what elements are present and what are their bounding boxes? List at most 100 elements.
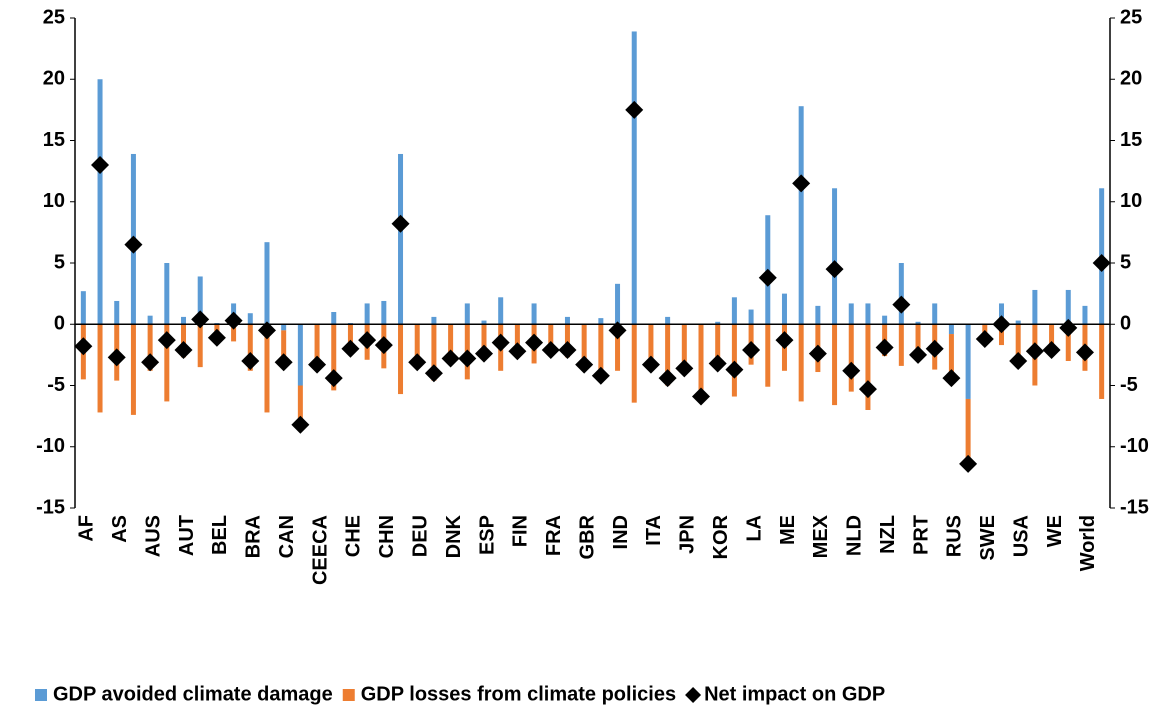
x-tick-label: IND — [610, 515, 632, 549]
x-tick-label: MEX — [810, 514, 832, 558]
y-tick-label: 0 — [54, 313, 65, 335]
net-marker — [858, 380, 877, 399]
bar — [114, 300, 120, 325]
x-tick-label: World — [1077, 515, 1099, 571]
x-tick-label: AUS — [142, 515, 164, 557]
bar — [364, 303, 370, 325]
net-marker — [1009, 352, 1028, 370]
net-marker — [491, 333, 510, 352]
net-marker — [758, 268, 777, 287]
net-marker — [207, 328, 226, 347]
net-marker — [608, 321, 627, 340]
bar — [915, 321, 921, 325]
net-marker — [458, 349, 477, 368]
bar — [748, 309, 754, 325]
y-tick-label: -10 — [36, 435, 65, 457]
y2-tick-label: -5 — [1120, 374, 1138, 396]
x-tick-label: AUT — [176, 515, 198, 556]
net-marker — [1059, 318, 1078, 337]
bar — [1082, 305, 1088, 325]
x-tick-label: DEU — [409, 515, 431, 557]
bar — [281, 324, 287, 331]
net-marker — [1075, 343, 1094, 362]
bar — [998, 303, 1004, 325]
bar — [965, 324, 971, 399]
net-marker — [1042, 340, 1061, 359]
net-marker — [324, 369, 343, 388]
net-marker — [658, 369, 677, 388]
legend-label: GDP losses from climate policies — [361, 683, 676, 705]
y-tick-label: 5 — [54, 251, 65, 273]
net-marker — [725, 360, 744, 379]
net-marker — [74, 337, 93, 356]
x-tick-label: BEL — [209, 515, 231, 555]
bar — [965, 398, 971, 464]
legend-label: Net impact on GDP — [704, 683, 885, 705]
net-marker — [224, 311, 243, 330]
bar — [898, 263, 904, 325]
bar — [1065, 324, 1071, 361]
y-tick-label: 20 — [43, 68, 65, 90]
x-tick-label: GBR — [576, 514, 598, 559]
bar — [398, 153, 404, 325]
x-tick-label: ME — [777, 515, 799, 545]
x-tick-label: PRT — [910, 515, 932, 555]
x-tick-label: AS — [109, 515, 131, 543]
net-marker — [692, 387, 711, 406]
bar — [564, 324, 570, 358]
bar — [297, 385, 303, 425]
net-marker — [274, 353, 293, 372]
x-tick-label: LA — [743, 515, 765, 542]
net-marker — [191, 310, 210, 329]
net-marker — [1025, 342, 1044, 361]
bar — [731, 324, 737, 397]
legend-swatch — [35, 689, 47, 701]
bar — [815, 305, 821, 325]
net-marker — [508, 342, 527, 361]
bar — [331, 324, 337, 391]
legend-label: GDP avoided climate damage — [53, 683, 333, 705]
net-marker — [925, 339, 944, 358]
y2-tick-label: -15 — [1120, 496, 1149, 518]
net-marker — [959, 454, 978, 473]
y2-tick-label: 0 — [1120, 313, 1131, 335]
bar — [264, 242, 270, 325]
net-marker — [474, 344, 493, 363]
bar — [181, 324, 187, 358]
net-marker — [341, 339, 360, 358]
bar — [681, 324, 687, 369]
net-marker — [257, 321, 276, 340]
y-tick-label: -15 — [36, 496, 65, 518]
bar — [898, 324, 904, 366]
bar — [998, 324, 1004, 346]
net-marker — [408, 353, 427, 372]
x-tick-label: NZL — [877, 515, 899, 554]
bar — [948, 324, 954, 335]
net-marker — [308, 355, 327, 374]
bar — [281, 330, 287, 363]
net-marker — [708, 354, 727, 373]
net-marker — [107, 348, 126, 367]
bar — [1015, 320, 1021, 325]
x-tick-label: NLD — [844, 515, 866, 556]
bar — [564, 316, 570, 325]
y2-tick-label: 10 — [1120, 190, 1142, 212]
bar — [481, 320, 487, 325]
x-tick-label: BRA — [243, 515, 265, 558]
bar — [97, 324, 103, 413]
net-marker — [792, 174, 811, 193]
bar — [531, 303, 537, 325]
bar — [147, 324, 153, 371]
net-marker — [842, 361, 861, 380]
x-tick-label: FIN — [510, 515, 532, 547]
bar — [297, 324, 303, 386]
y2-tick-label: 5 — [1120, 251, 1131, 273]
net-marker — [1092, 254, 1111, 272]
bar — [648, 324, 654, 365]
bar — [147, 315, 153, 325]
bar — [631, 324, 637, 403]
net-marker — [875, 338, 894, 357]
bar — [665, 316, 671, 325]
legend-swatch — [342, 689, 355, 701]
